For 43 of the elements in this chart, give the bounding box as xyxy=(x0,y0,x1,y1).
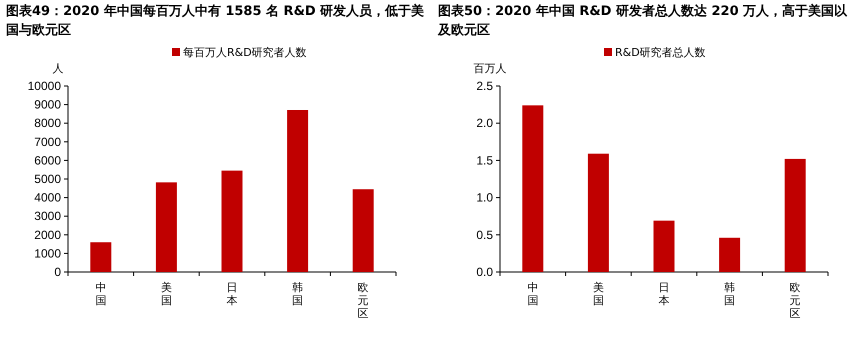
bar xyxy=(522,105,544,272)
y-tick-label: 0 xyxy=(54,265,62,279)
y-tick-label: 4000 xyxy=(34,190,62,205)
y-tick-label: 10000 xyxy=(28,79,62,93)
y-axis-title: 百万人 xyxy=(474,62,506,75)
chart-title: 图表49：2020 年中国每百万人中有 1585 名 R&D 研发人员，低于美国与欧元区 xyxy=(6,2,426,40)
y-tick-label: 5000 xyxy=(34,172,62,186)
x-tick-label: 日本 xyxy=(226,281,238,307)
y-tick-label: 1000 xyxy=(34,246,62,260)
y-axis-title: 人 xyxy=(52,62,64,75)
x-tick-label: 日本 xyxy=(658,281,670,307)
x-tick-label: 中国 xyxy=(527,281,538,307)
bar xyxy=(352,189,374,272)
x-tick-label: 韩国 xyxy=(724,281,736,307)
x-tick-label: 中国 xyxy=(95,281,106,307)
y-tick-label: 0.5 xyxy=(476,228,494,242)
legend-label: R&D研究者总人数 xyxy=(615,46,706,59)
x-tick-label: 欧元区 xyxy=(790,281,801,320)
bar xyxy=(588,154,609,272)
y-tick-label: 8000 xyxy=(34,116,62,130)
x-tick-label: 欧元区 xyxy=(358,281,369,320)
x-tick-label: 美国 xyxy=(592,281,604,307)
bar xyxy=(222,170,242,272)
chart-title: 图表50：2020 年中国 R&D 研发者总人数达 220 万人，高于美国以及欧元区 xyxy=(438,2,848,40)
y-tick-label: 1.0 xyxy=(476,190,494,205)
y-tick-label: 7000 xyxy=(34,134,62,149)
legend-label: 每百万人R&D研究者人数 xyxy=(183,46,307,59)
bar xyxy=(784,158,806,272)
y-tick-label: 2.5 xyxy=(476,79,494,93)
bar xyxy=(719,238,740,272)
bar xyxy=(156,182,177,272)
y-tick-label: 1.5 xyxy=(476,153,494,168)
x-tick-label: 美国 xyxy=(160,281,172,307)
bar xyxy=(287,110,308,272)
bar xyxy=(90,242,112,272)
bar xyxy=(654,220,674,272)
y-tick-label: 2.0 xyxy=(476,116,494,130)
y-tick-label: 2000 xyxy=(34,228,62,242)
y-tick-label: 3000 xyxy=(34,209,62,224)
y-tick-label: 9000 xyxy=(34,98,62,112)
y-tick-label: 0.0 xyxy=(476,265,494,279)
y-tick-label: 6000 xyxy=(34,153,62,168)
x-tick-label: 韩国 xyxy=(292,281,304,307)
